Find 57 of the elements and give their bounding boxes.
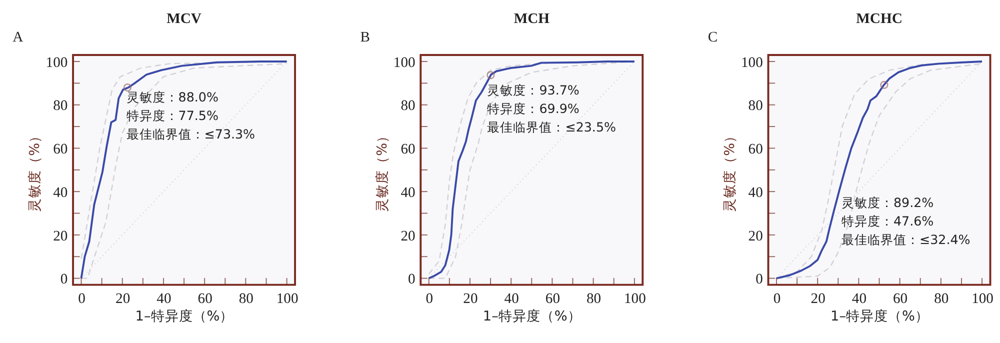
x-tick-label: 100 <box>972 290 994 307</box>
x-tick-label: 20 <box>810 290 826 307</box>
x-tick-label: 80 <box>934 290 949 307</box>
x-axis-title: 1–特异度（%） <box>830 308 929 324</box>
annotation: 灵敏度：93.7% <box>487 82 580 98</box>
x-tick-label: 20 <box>463 290 478 307</box>
x-tick-label: 60 <box>893 290 908 307</box>
y-tick-label: 0 <box>60 272 68 288</box>
y-tick-label: 60 <box>53 142 68 158</box>
y-tick-label: 0 <box>756 272 763 288</box>
y-tick-label: 100 <box>393 54 416 71</box>
chart-title: MCHC <box>856 10 902 27</box>
y-tick-label: 40 <box>400 184 416 201</box>
annotation: 最佳临界值：≤32.4% <box>842 232 970 248</box>
annotation: 灵敏度：88.0% <box>126 90 218 104</box>
annotation: 灵敏度：89.2% <box>842 195 934 210</box>
y-tick-label: 20 <box>53 228 68 244</box>
annotation: 特异度：77.5% <box>126 108 218 123</box>
annotation: 最佳临界值：≤23.5% <box>487 120 616 135</box>
x-tick-label: 60 <box>545 290 560 307</box>
text: C <box>708 29 718 46</box>
y-tick-label: 40 <box>53 184 68 201</box>
x-axis-title: 1–特异度（%） <box>135 308 234 324</box>
x-tick-label: 0 <box>426 290 433 307</box>
y-tick-label: 40 <box>748 184 763 201</box>
x-axis-title: 1–特异度（%） <box>482 308 582 324</box>
text: B <box>360 29 370 46</box>
y-tick-label: 20 <box>748 228 763 244</box>
y-tick-label: 60 <box>748 142 763 158</box>
annotation: 最佳临界值：≤73.3% <box>126 126 256 142</box>
x-tick-label: 0 <box>78 290 86 307</box>
x-tick-label: 100 <box>276 290 298 307</box>
x-tick-label: 40 <box>156 290 172 307</box>
y-tick-label: 100 <box>741 54 763 71</box>
x-tick-label: 100 <box>624 290 646 307</box>
y-tick-label: 80 <box>53 98 68 114</box>
y-tick-label: 100 <box>46 54 68 71</box>
y-tick-label: 60 <box>400 142 416 158</box>
y-tick-label: 20 <box>400 228 416 244</box>
annotation: 特异度：69.9% <box>487 101 580 116</box>
y-tick-label: 0 <box>408 272 416 288</box>
x-tick-label: 40 <box>504 290 519 307</box>
x-tick-label: 80 <box>238 290 254 307</box>
chart-title: MCV <box>166 10 202 27</box>
annotation: 特异度：47.6% <box>842 214 934 229</box>
y-axis-title: 灵敏度（%） <box>722 128 738 212</box>
x-tick-label: 0 <box>773 290 781 307</box>
y-tick-label: 80 <box>748 98 763 114</box>
text: A <box>12 29 24 46</box>
y-tick-label: 80 <box>400 98 416 114</box>
y-axis-title: 灵敏度（%） <box>26 128 43 212</box>
x-tick-label: 40 <box>852 290 866 307</box>
x-tick-label: 20 <box>116 290 130 307</box>
chart-title: MCH <box>514 10 550 27</box>
y-axis-title: 灵敏度（%） <box>374 128 391 212</box>
x-tick-label: 80 <box>586 290 602 307</box>
x-tick-label: 60 <box>198 290 212 307</box>
